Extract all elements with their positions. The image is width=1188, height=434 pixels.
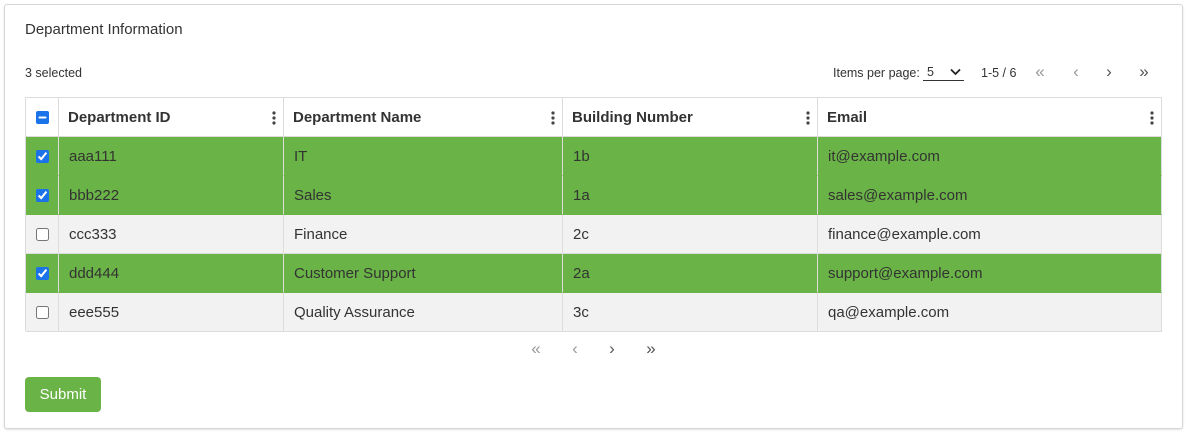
table-cell: Customer Support	[284, 254, 563, 293]
table-cell: bbb222	[59, 176, 284, 215]
table-cell: qa@example.com	[818, 293, 1162, 332]
pager-button[interactable]: «	[1035, 62, 1045, 81]
data-table: Department ID Department Name Building Num…	[25, 97, 1162, 332]
row-checkbox-cell	[26, 293, 59, 332]
table-cell: 2a	[563, 254, 818, 293]
items-per-page-value: 5	[927, 65, 934, 79]
pager-button[interactable]: »	[646, 339, 656, 358]
column-header[interactable]: Department ID	[59, 98, 284, 137]
items-per-page-select[interactable]: 5	[923, 63, 964, 81]
card	[4, 4, 1183, 429]
column-header[interactable]: Email	[818, 98, 1162, 137]
table-cell: Finance	[284, 215, 563, 254]
table-cell: Quality Assurance	[284, 293, 563, 332]
page-range: 1-5 / 6	[981, 66, 1017, 80]
table-cell: 1b	[563, 137, 818, 176]
submit-button[interactable]: Submit	[25, 377, 101, 412]
pager-button[interactable]: ‹	[572, 339, 578, 358]
items-per-page-label: Items per page:	[833, 66, 920, 80]
select-all-checkbox[interactable]	[35, 110, 49, 124]
table-cell: aaa111	[59, 137, 284, 176]
column-header[interactable]: Building Number	[563, 98, 818, 137]
table-cell: eee555	[59, 293, 284, 332]
table-cell: ddd444	[59, 254, 284, 293]
table-cell: IT	[284, 137, 563, 176]
table-cell: finance@example.com	[818, 215, 1162, 254]
pager-button[interactable]: «	[531, 339, 541, 358]
column-header[interactable]: Department Name	[284, 98, 563, 137]
pager-button[interactable]: »	[1139, 62, 1149, 81]
row-checkbox[interactable]	[35, 227, 49, 241]
table-cell: it@example.com	[818, 137, 1162, 176]
column-menu[interactable]	[272, 111, 276, 125]
row-checkbox-cell	[26, 254, 59, 293]
row-checkbox-cell	[26, 137, 59, 176]
table-cell: support@example.com	[818, 254, 1162, 293]
header-checkbox-cell	[26, 98, 59, 137]
table-cell: 3c	[563, 293, 818, 332]
row-checkbox[interactable]	[35, 188, 49, 202]
column-menu[interactable]	[1150, 111, 1154, 125]
selected-count: 3 selected	[25, 66, 82, 80]
table-cell: 1a	[563, 176, 818, 215]
pager-button[interactable]: ›	[609, 339, 615, 358]
table-cell: Sales	[284, 176, 563, 215]
column-menu[interactable]	[551, 111, 555, 125]
pager-button[interactable]: ‹	[1073, 62, 1079, 81]
table-cell: 2c	[563, 215, 818, 254]
row-checkbox-cell	[26, 215, 59, 254]
row-checkbox[interactable]	[35, 266, 49, 280]
pager-button[interactable]: ›	[1106, 62, 1112, 81]
row-checkbox[interactable]	[35, 305, 49, 319]
dropdown-chevron	[950, 68, 961, 76]
row-checkbox[interactable]	[35, 149, 49, 163]
table-cell: sales@example.com	[818, 176, 1162, 215]
row-checkbox-cell	[26, 176, 59, 215]
column-menu[interactable]	[806, 111, 810, 125]
card-title: Department Information	[25, 21, 183, 38]
table-cell: ccc333	[59, 215, 284, 254]
